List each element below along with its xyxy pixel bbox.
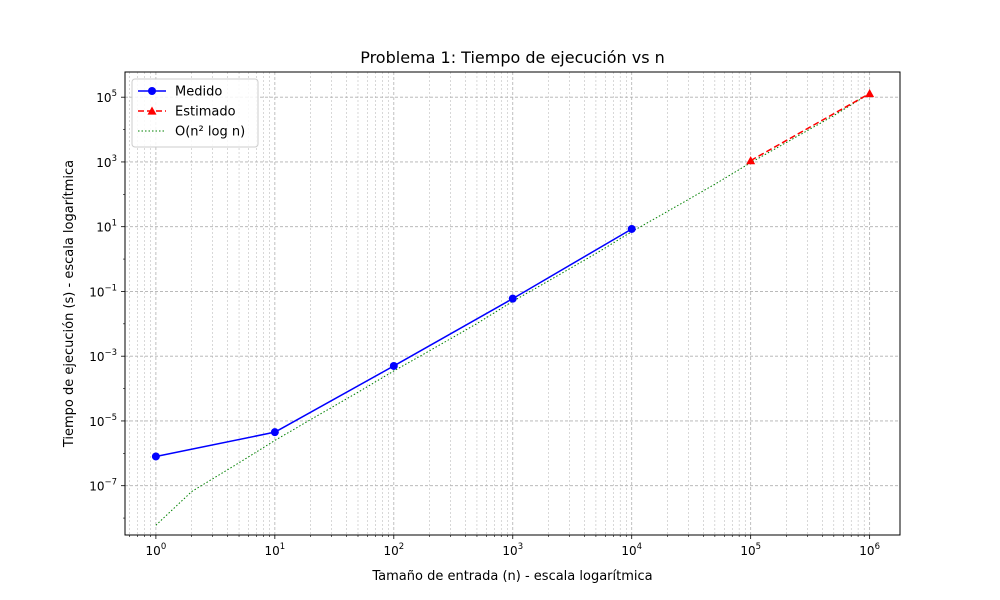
series-line-estimado [750,92,870,162]
minor-grid [129,72,865,535]
y-tick-label: 10−7 [89,478,117,494]
y-tick-label-exponent: 3 [112,154,117,164]
x-tick-label-exponent: 5 [756,542,761,552]
y-tick-label-exponent: −1 [104,283,117,293]
y-tick-label-base: 10 [89,350,104,364]
x-tick-label: 104 [621,542,642,558]
data-point-estimado [865,89,875,98]
y-tick-label-exponent: 1 [112,219,117,229]
x-tick-label-base: 10 [502,544,517,558]
data-point-medido [270,428,279,437]
y-tick-label-exponent: −7 [104,478,117,488]
x-tick-label-exponent: 6 [875,542,880,552]
y-tick-label-base: 10 [89,285,104,299]
x-tick-label-base: 10 [740,544,755,558]
y-tick-label-exponent: 5 [112,89,117,99]
x-tick-label-base: 10 [383,544,398,558]
y-tick-label-exponent: −5 [104,413,117,423]
x-tick-label: 106 [859,542,880,558]
y-tick-label: 101 [96,219,117,235]
x-tick-label-base: 10 [859,544,874,558]
series-layer [151,89,875,526]
x-tick-label-base: 10 [146,544,161,558]
y-tick-label: 10−3 [89,348,117,364]
x-tick-label: 103 [502,542,523,558]
y-tick-label-base: 10 [96,156,111,170]
y-tick-label-base: 10 [89,480,104,494]
x-tick-label: 105 [740,542,761,558]
x-tick-label-exponent: 1 [280,542,285,552]
x-tick-label-exponent: 4 [637,542,642,552]
y-axis-label: Tiempo de ejecución (s) - escala logarít… [62,160,77,448]
data-point-estimado [746,156,756,165]
legend-swatch-marker [148,87,156,95]
x-tick-label-exponent: 3 [518,542,523,552]
ticks-layer: 100 101 102 103 104 105 10610−710−510−310−1101… [89,89,880,558]
y-tick-label: 103 [96,154,117,170]
x-tick-label-exponent: 2 [399,542,404,552]
y-tick-label: 105 [96,89,117,105]
x-tick-label: 101 [264,542,285,558]
x-tick-label: 100 [146,542,167,558]
y-tick-label-exponent: −3 [104,348,117,358]
legend-label: Medido [175,85,222,100]
major-grid [125,72,900,535]
chart-title: Problema 1: Tiempo de ejecución vs n [360,48,665,67]
legend-swatch-marker [147,106,157,115]
legend-label: O(n² log n) [175,125,245,140]
y-tick-label-base: 10 [96,91,111,105]
data-point-medido [389,361,398,370]
legend-label: Estimado [175,105,236,120]
y-tick-label: 10−1 [89,283,117,299]
x-axis-label: Tamaño de entrada (n) - escala logarítmi… [371,569,652,584]
y-tick-label: 10−5 [89,413,117,429]
x-tick-label-base: 10 [621,544,636,558]
x-tick-label-exponent: 0 [161,542,166,552]
legend-box [131,78,259,148]
data-point-medido [627,224,636,233]
legend: Medido Estimado O(n² log n) [131,78,259,148]
data-point-medido [151,452,160,461]
y-tick-label-base: 10 [96,221,111,235]
x-tick-label-base: 10 [264,544,279,558]
data-point-medido [508,294,517,303]
y-tick-label-base: 10 [89,415,104,429]
x-tick-label: 102 [383,542,404,558]
